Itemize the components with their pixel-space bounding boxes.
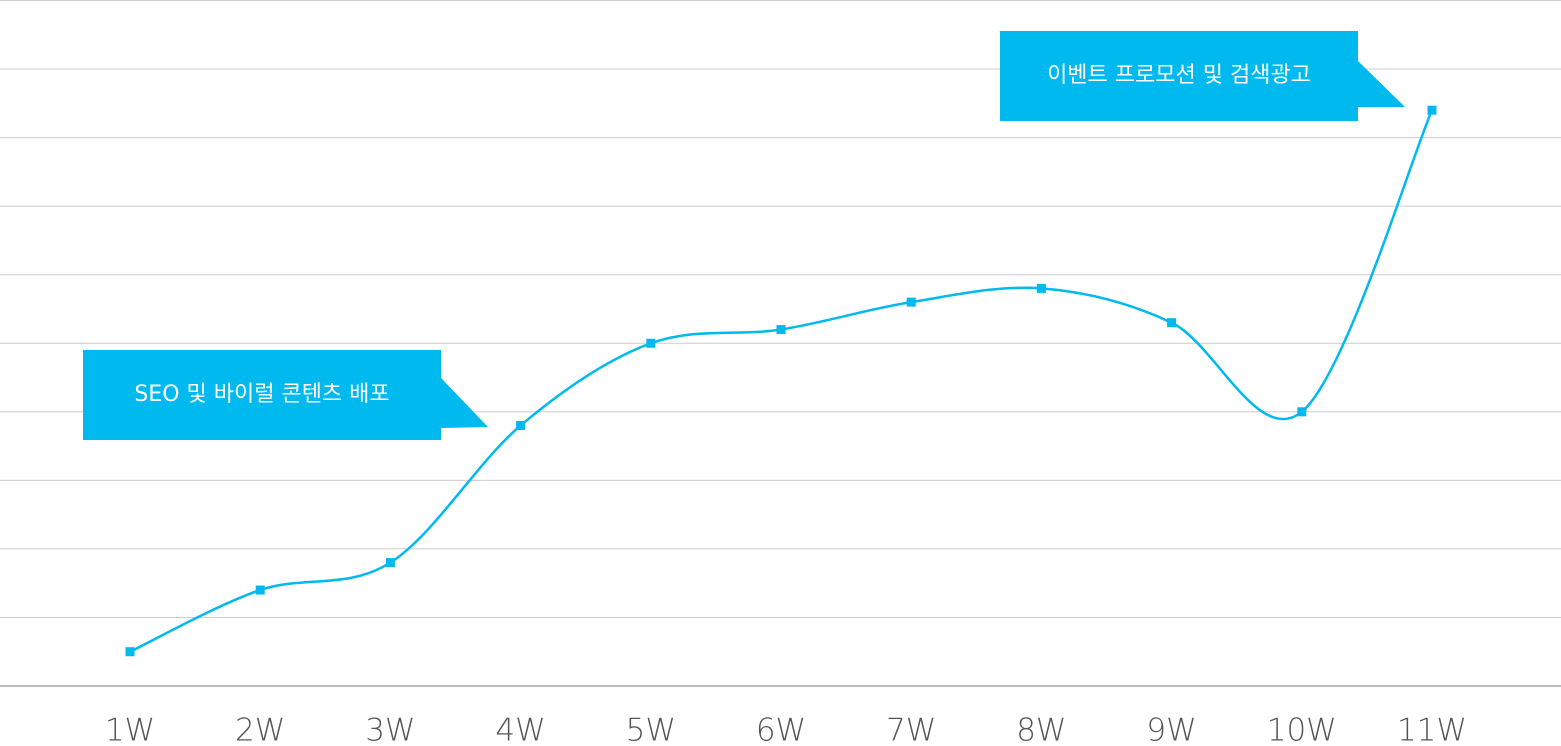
point-marker <box>385 558 395 568</box>
x-tick-label: 9W <box>1146 713 1196 746</box>
x-tick-label: 4W <box>495 713 545 746</box>
point-marker <box>646 338 656 348</box>
callout-pointer <box>441 378 488 428</box>
x-tick-label: 1W <box>105 713 155 746</box>
point-marker <box>776 325 786 335</box>
point-marker <box>1427 105 1437 115</box>
callout-pointer <box>1358 61 1405 107</box>
point-marker <box>1167 318 1177 328</box>
point-marker <box>1036 283 1046 293</box>
point-marker <box>255 585 265 595</box>
x-tick-label: 2W <box>235 713 285 746</box>
point-marker <box>516 421 526 431</box>
x-tick-label: 8W <box>1016 713 1066 746</box>
point-marker <box>1297 407 1307 417</box>
x-tick-label: 5W <box>626 713 676 746</box>
point-marker <box>125 647 135 657</box>
x-tick-label: 11W <box>1397 713 1467 746</box>
line <box>129 109 1434 653</box>
point-marker <box>906 297 916 307</box>
callout-text: SEO 및 바이럴 콘텐츠 배포 <box>134 382 389 407</box>
callout-box <box>1000 31 1358 121</box>
x-tick-label: 7W <box>886 713 936 746</box>
callout-box <box>83 350 441 440</box>
x-tick-label: 6W <box>756 713 806 746</box>
callout-text: 이벤트 프로모션 및 검색광고 <box>1047 63 1311 88</box>
x-tick-label: 10W <box>1267 713 1337 746</box>
x-tick-label: 3W <box>365 713 415 746</box>
